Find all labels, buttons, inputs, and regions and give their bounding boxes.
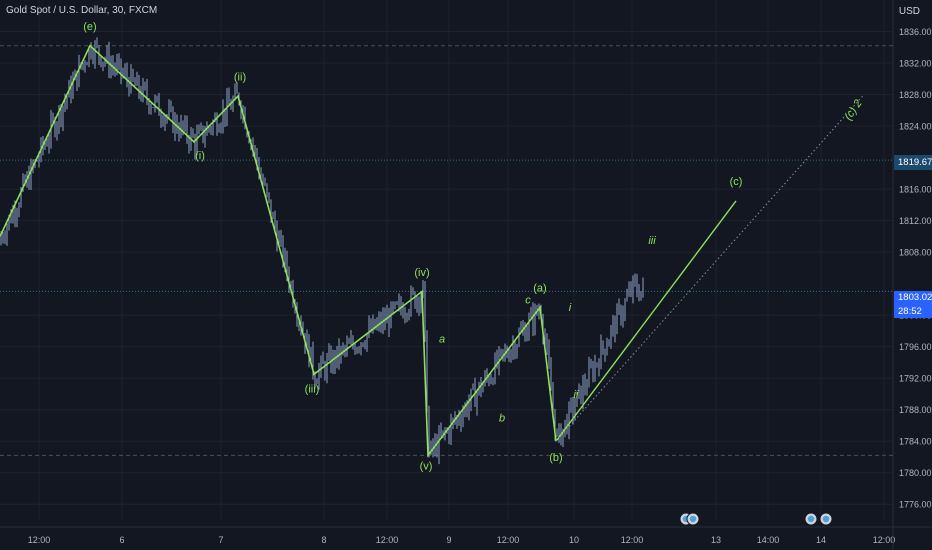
x-tick-label: 12:00 [621,535,644,545]
y-tick-label: 1828.00 [899,90,932,100]
y-tick-label: 1792.00 [899,374,932,384]
countdown-tag: 28:52 [894,305,932,318]
current-price-tag: 1803.02 [894,291,932,305]
projection-solid-line [555,200,737,442]
wave-label: a [439,334,445,346]
y-tick-label: 1808.00 [899,248,932,258]
wave-label: (c) [730,176,743,188]
currency-label: USD [898,6,920,17]
x-tick-label: 12:00 [497,535,520,545]
y-tick-label: 1812.00 [899,216,932,226]
y-tick-label: 1796.00 [899,342,932,352]
x-tick-label: 13 [711,535,721,545]
wave-label: c [525,294,531,306]
y-tick-label: 1784.00 [899,437,932,447]
wave-label: (iii) [305,383,320,395]
chart-title: Gold Spot / U.S. Dollar, 30, FXCM [6,5,158,16]
y-tick-label: 1776.00 [899,500,932,510]
x-tick-label: 6 [119,535,124,545]
wave-label: (a) [533,283,546,295]
x-tick-label: 14:00 [757,535,780,545]
x-tick-label: 7 [218,535,223,545]
x-tick-label: 8 [321,535,326,545]
elliott-wave-line [0,44,557,458]
wave-label: (i) [195,150,205,162]
wave-label: (v) [420,461,433,473]
wave-label: ii [574,389,579,401]
wave-label: (ii) [234,71,246,83]
y-tick-label: 1824.00 [899,122,932,132]
projection-dotted-line [555,94,865,442]
wave-label: (b) [549,452,562,464]
event-icon-inner [689,515,697,523]
x-tick-label: 10 [569,535,579,545]
x-tick-label: 12:00 [28,535,51,545]
x-tick-label: 9 [446,535,451,545]
event-icon-inner [807,515,815,523]
y-tick-label: 1836.00 [899,27,932,37]
y-tick-label: 1780.00 [899,468,932,478]
x-tick-label: 12:00 [376,535,399,545]
last-price-tag: 1819.67 [894,155,932,170]
x-tick-label: 14 [816,535,826,545]
event-icon-inner [822,515,830,523]
wave-label: b [499,413,505,425]
wave-label: (iv) [414,267,429,279]
y-tick-label: 1816.00 [899,185,932,195]
wave-label: i [569,302,572,314]
y-tick-label: 1832.00 [899,59,932,69]
wave-label: (e) [83,21,96,33]
y-tick-label: 1788.00 [899,405,932,415]
x-tick-label: 12:00 [873,535,896,545]
wave-label: iii [648,235,656,247]
